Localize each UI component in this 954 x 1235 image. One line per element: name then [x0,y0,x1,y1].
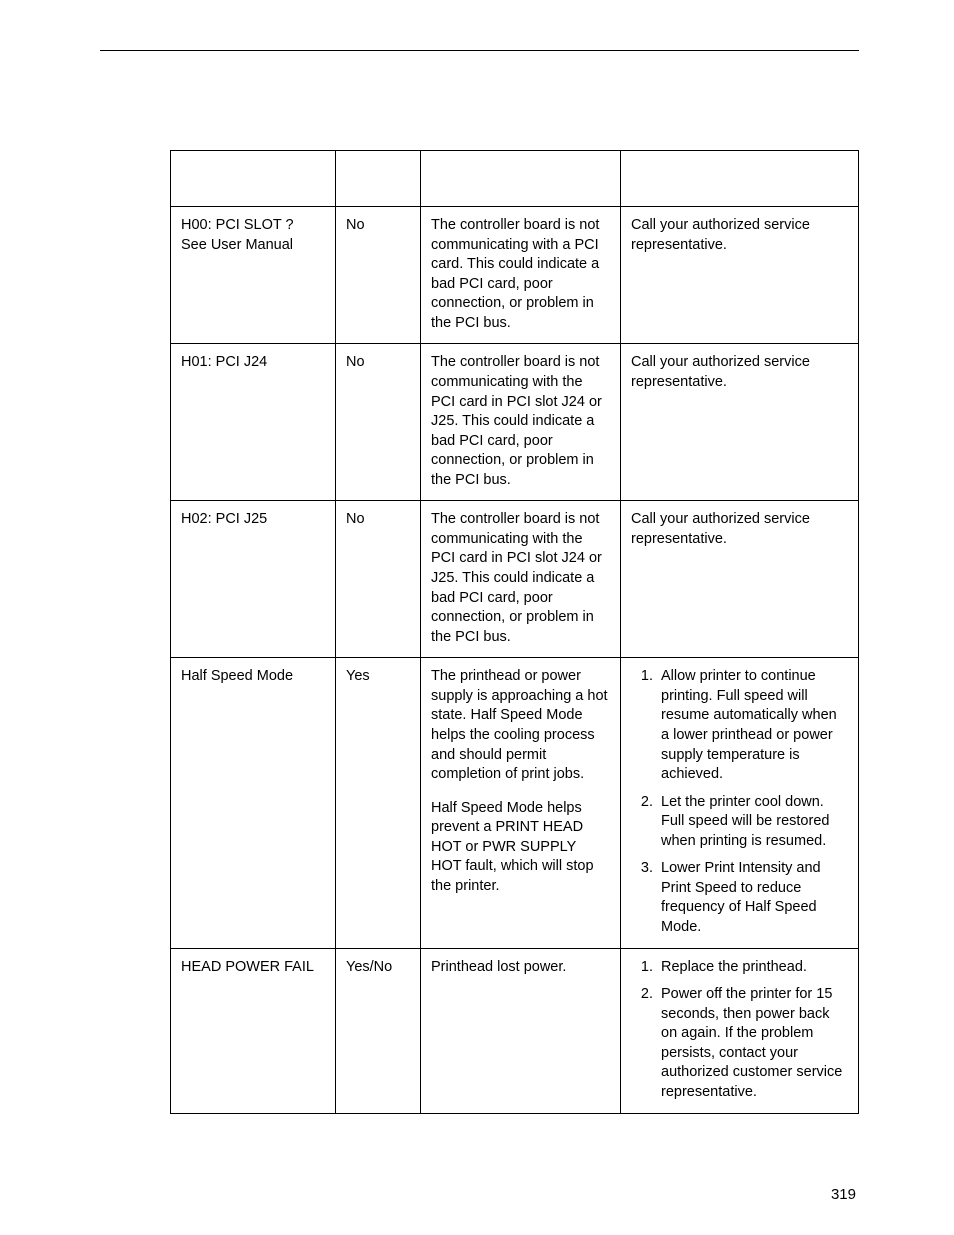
col-header-solution [621,151,859,207]
cell-solution: Replace the printhead. Power off the prin… [621,948,859,1113]
explanation-paragraph: Half Speed Mode helps prevent a PRINT HE… [431,799,610,897]
cell-can-clear: Yes [336,658,421,948]
lcd-message-table: H00: PCI SLOT ?See User ManualNoThe cont… [170,150,859,1114]
cell-message: Half Speed Mode [171,658,336,948]
cell-message: H00: PCI SLOT ?See User Manual [171,207,336,344]
explanation-paragraph: The controller board is not communicatin… [431,353,610,490]
solution-paragraph: Call your authorized service representat… [631,216,848,255]
table-row: HEAD POWER FAILYes/No Printhead lost powe… [171,948,859,1113]
solution-item: Lower Print Intensity and Print Speed to… [657,859,848,937]
table-row: H01: PCI J24NoThe controller board is no… [171,344,859,501]
table-row: H02: PCI J25NoThe controller board is no… [171,501,859,658]
explanation-paragraph: The controller board is not communicatin… [431,216,610,333]
solution-item: Replace the printhead. [657,958,848,978]
solution-item: Power off the printer for 15 seconds, th… [657,985,848,1102]
cell-solution: Call your authorized service representat… [621,344,859,501]
cell-message: H02: PCI J25 [171,501,336,658]
cell-can-clear: No [336,344,421,501]
cell-solution: Call your authorized service representat… [621,501,859,658]
cell-explanation: Printhead lost power. [421,948,621,1113]
col-header-explanation [421,151,621,207]
solution-list: Allow printer to continue printing. Full… [631,667,848,937]
col-header-message [171,151,336,207]
cell-can-clear: No [336,207,421,344]
solution-list: Replace the printhead. Power off the prin… [631,958,848,1103]
cell-message: HEAD POWER FAIL [171,948,336,1113]
table-row: H00: PCI SLOT ?See User ManualNoThe cont… [171,207,859,344]
cell-explanation: The printhead or power supply is approac… [421,658,621,948]
page-number: 319 [831,1186,856,1203]
cell-can-clear: Yes/No [336,948,421,1113]
solution-item: Let the printer cool down. Full speed wi… [657,793,848,852]
cell-message: H01: PCI J24 [171,344,336,501]
cell-explanation: The controller board is not communicatin… [421,344,621,501]
cell-solution: Call your authorized service representat… [621,207,859,344]
solution-paragraph: Call your authorized service representat… [631,353,848,392]
explanation-paragraph: Printhead lost power. [431,958,610,978]
table-body: H00: PCI SLOT ?See User ManualNoThe cont… [171,207,859,1114]
col-header-clear [336,151,421,207]
page: H00: PCI SLOT ?See User ManualNoThe cont… [0,0,954,1235]
cell-can-clear: No [336,501,421,658]
cell-explanation: The controller board is not communicatin… [421,207,621,344]
table-row: Half Speed ModeYesThe printhead or power… [171,658,859,948]
explanation-paragraph: The controller board is not communicatin… [431,510,610,647]
solution-paragraph: Call your authorized service representat… [631,510,848,549]
table-header-row [171,151,859,207]
cell-solution: Allow printer to continue printing. Full… [621,658,859,948]
solution-item: Allow printer to continue printing. Full… [657,667,848,784]
explanation-paragraph: The printhead or power supply is approac… [431,667,610,784]
cell-explanation: The controller board is not communicatin… [421,501,621,658]
